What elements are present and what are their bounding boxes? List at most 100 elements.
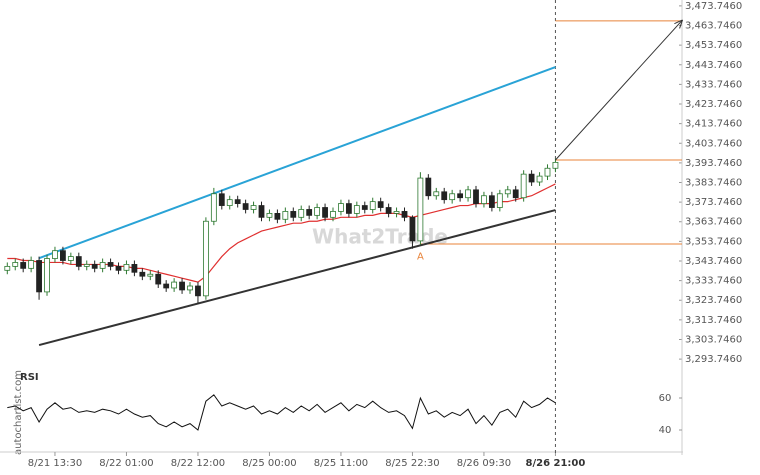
candle-body (314, 207, 321, 216)
candle-body (99, 262, 106, 269)
y-tick-label: 3,303.7460 (685, 334, 742, 345)
candle-body (481, 195, 487, 204)
indicator-title: RSI (20, 372, 39, 383)
y-tick-label: 3,363.7460 (685, 217, 742, 228)
y-tick-label: 3,423.7460 (685, 99, 742, 110)
x-tick-label: 8/26 09:30 (457, 458, 511, 469)
candle-body (377, 201, 384, 208)
candle-body (115, 265, 122, 271)
candle-body (83, 264, 90, 267)
rsi-tick-label: 60 (659, 393, 672, 404)
y-tick-label: 3,393.7460 (685, 158, 742, 169)
candle-body (187, 285, 193, 291)
forecast-arrow (555, 19, 683, 161)
candle-body (195, 285, 201, 297)
y-tick-label: 3,473.7460 (685, 1, 742, 12)
candle-body (298, 209, 305, 218)
candle-body (155, 273, 162, 285)
candle-body (496, 193, 503, 208)
rsi-line (7, 394, 556, 431)
pattern-label: A (417, 252, 424, 263)
x-tick-label: 8/25 22:30 (385, 458, 439, 469)
candle-body (60, 250, 66, 261)
candle-body (226, 199, 233, 206)
candle-body (274, 212, 281, 220)
candle-body (131, 264, 138, 273)
candle-body (552, 161, 559, 169)
candle-body (179, 281, 185, 291)
watermark: What2Trade (312, 225, 448, 249)
candle-body (139, 271, 146, 277)
y-tick-label: 3,403.7460 (685, 138, 742, 149)
candle-body (123, 264, 130, 271)
trendline (38, 209, 556, 347)
candle-body (266, 212, 273, 218)
trendline (38, 66, 556, 260)
candle-body (12, 262, 19, 267)
candle-body (441, 191, 448, 201)
candle-body (409, 216, 416, 242)
candle-body (44, 258, 50, 293)
rsi-tick-label: 40 (659, 425, 672, 436)
candle-body (75, 256, 82, 267)
y-tick-label: 3,333.7460 (685, 276, 742, 287)
candle-body (91, 264, 98, 269)
candle-body (457, 193, 464, 199)
x-tick-label: 8/22 12:00 (171, 458, 225, 469)
source-label: autochartist.com (13, 370, 24, 455)
x-tick-label: 8/25 11:00 (314, 458, 368, 469)
y-tick-label: 3,293.7460 (685, 354, 742, 365)
candle-body (306, 209, 313, 216)
y-tick-label: 3,313.7460 (685, 315, 742, 326)
arrow-head (674, 19, 684, 29)
candle-body (234, 199, 241, 204)
candle-body (544, 167, 551, 177)
candle-body (210, 193, 217, 222)
candle-body (322, 207, 328, 218)
candle-body (330, 211, 336, 218)
candle-body (512, 189, 519, 199)
candle-body (20, 262, 27, 269)
x-tick-label: 8/22 01:00 (99, 458, 153, 469)
candle-body (417, 177, 424, 242)
candle-body (465, 189, 471, 199)
x-tick-label: 8/25 00:00 (242, 458, 296, 469)
y-tick-label: 3,433.7460 (685, 79, 742, 90)
x-tick-label: 8/26 21:00 (526, 458, 586, 469)
y-tick-label: 3,353.7460 (685, 236, 742, 247)
y-tick-label: 3,323.7460 (685, 295, 742, 306)
candle-body (171, 281, 178, 289)
y-tick-label: 3,443.7460 (685, 60, 742, 71)
candle-body (425, 177, 432, 197)
candle-body (290, 211, 297, 218)
candle-body (385, 207, 392, 214)
candle-body (242, 203, 249, 210)
candle-body (361, 205, 368, 210)
candle-body (163, 283, 170, 289)
candle-body (393, 211, 400, 214)
moving-average (7, 183, 556, 283)
candle-body (147, 273, 154, 277)
candle-body (250, 205, 257, 210)
y-tick-label: 3,373.7460 (685, 197, 742, 208)
y-tick-label: 3,453.7460 (685, 40, 742, 51)
candle-body (528, 173, 535, 183)
candle-body (520, 173, 527, 199)
candle-body (52, 250, 58, 259)
candle-body (36, 260, 42, 293)
candle-body (4, 265, 11, 271)
candle-body (369, 201, 376, 210)
candle-body (282, 211, 289, 220)
candle-body (353, 205, 360, 214)
candle-body (473, 189, 479, 204)
candle-body (218, 193, 225, 206)
candle-body (28, 260, 35, 269)
candle-body (488, 195, 495, 208)
candle-body (107, 262, 114, 267)
x-tick-label: 8/21 13:30 (28, 458, 82, 469)
y-tick-label: 3,463.7460 (685, 21, 742, 32)
candle-body (536, 175, 543, 183)
candle-body (345, 203, 352, 214)
y-tick-label: 3,413.7460 (685, 119, 742, 130)
